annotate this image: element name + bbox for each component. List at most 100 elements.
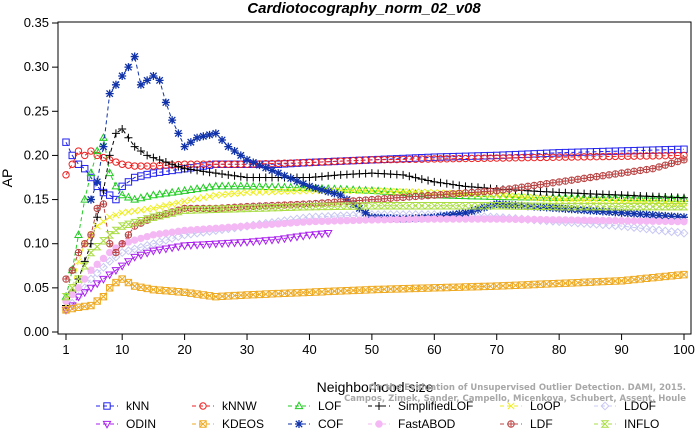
data-point: [443, 191, 450, 198]
data-point: [68, 151, 76, 160]
data-point: [174, 199, 182, 207]
data-point: [648, 193, 658, 202]
series-line: [65, 232, 329, 311]
data-point: [136, 251, 146, 260]
data-point: [424, 176, 433, 185]
data-point: [124, 178, 133, 186]
data-point: [406, 193, 413, 201]
data-point: [624, 217, 632, 225]
data-point: [610, 192, 620, 201]
data-point: [442, 179, 451, 188]
data-point: [587, 174, 594, 181]
data-point: [199, 194, 207, 202]
data-point: [574, 176, 582, 183]
data-point: [230, 181, 240, 190]
data-point: [679, 228, 689, 238]
data-point: [498, 200, 507, 209]
data-point: [680, 217, 688, 226]
legend-label: LoOP: [530, 399, 561, 413]
data-point: [636, 210, 645, 219]
data-point: [124, 133, 133, 142]
data-point: [94, 205, 101, 212]
data-point: [455, 209, 464, 218]
data-point: [373, 202, 383, 210]
data-point: [224, 142, 233, 151]
data-point: [67, 298, 77, 308]
data-point: [86, 274, 96, 284]
data-point: [474, 188, 482, 196]
data-point: [642, 217, 651, 225]
data-point: [180, 164, 189, 173]
data-point: [212, 191, 220, 199]
data-point: [630, 217, 638, 225]
data-point: [530, 182, 538, 189]
data-point: [348, 202, 358, 210]
data-point: [267, 203, 277, 212]
data-point: [680, 213, 688, 222]
data-point: [75, 249, 82, 256]
data-point: [198, 205, 208, 214]
data-point: [236, 151, 245, 160]
data-point: [168, 228, 176, 236]
data-point: [461, 202, 470, 210]
data-point: [125, 231, 132, 239]
legend: kNN kNNW LOF SimplifiedLOF LoOP LDOF ODIN KDEOS…: [96, 399, 659, 431]
data-point: [62, 171, 70, 179]
data-point: [105, 231, 115, 239]
data-point: [167, 244, 177, 253]
data-point: [486, 215, 495, 223]
data-point: [143, 232, 151, 241]
data-point: [149, 153, 158, 162]
data-point: [105, 256, 115, 266]
data-point: [555, 216, 563, 224]
data-point: [468, 189, 475, 196]
data-point: [99, 186, 108, 195]
credit-line-1: On the Evaluation of Unsupervised Outlie…: [369, 383, 686, 393]
data-point: [186, 138, 195, 147]
data-point: [93, 222, 101, 230]
data-point: [461, 182, 470, 191]
y-tick-label: 0.05: [24, 280, 49, 295]
data-point: [173, 207, 183, 216]
data-point: [230, 147, 239, 156]
x-tick-label: 60: [427, 342, 441, 357]
data-point: [311, 202, 321, 211]
data-point: [130, 218, 140, 227]
data-point: [524, 183, 532, 190]
data-point: [124, 278, 133, 287]
data-point: [81, 164, 89, 173]
series-line: [65, 205, 684, 297]
legend-marker: [600, 420, 610, 428]
data-point: [524, 193, 532, 201]
data-point: [181, 197, 189, 205]
series-line: [65, 214, 685, 311]
data-point: [273, 236, 283, 245]
data-point: [236, 181, 246, 190]
data-point: [467, 202, 477, 210]
data-point: [118, 182, 126, 191]
data-point: [585, 202, 595, 211]
data-point: [80, 289, 90, 298]
data-point: [198, 241, 208, 250]
data-point: [173, 243, 183, 252]
data-point: [106, 213, 114, 221]
data-point: [199, 225, 208, 233]
data-point: [612, 170, 619, 178]
data-point: [674, 217, 682, 226]
data-point: [205, 225, 214, 233]
data-point: [223, 205, 233, 213]
data-point: [660, 226, 670, 236]
data-point: [305, 173, 314, 182]
data-point: [267, 182, 277, 191]
data-point: [680, 193, 688, 202]
data-point: [530, 215, 538, 224]
data-point: [161, 188, 171, 197]
data-point: [118, 240, 126, 247]
data-point: [130, 52, 139, 61]
data-point: [112, 211, 120, 219]
data-point: [74, 303, 83, 311]
data-point: [299, 218, 307, 226]
data-point: [454, 202, 464, 210]
data-point: [405, 215, 414, 224]
data-point: [374, 187, 382, 195]
